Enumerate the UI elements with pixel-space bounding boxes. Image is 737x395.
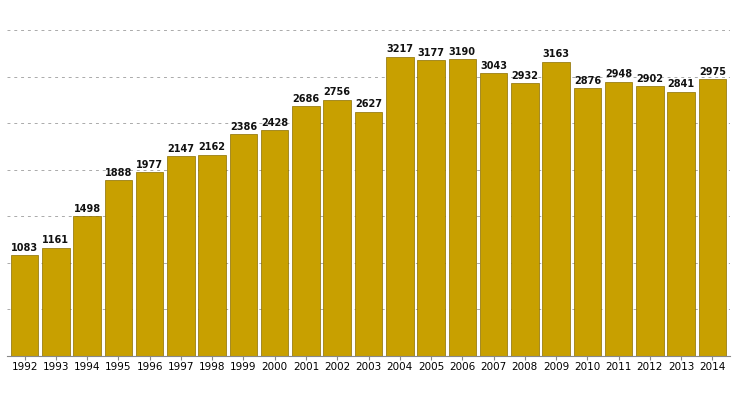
Text: 2147: 2147 (167, 144, 195, 154)
Text: 2932: 2932 (511, 71, 538, 81)
Bar (167, 156, 195, 356)
Bar (511, 83, 539, 356)
Text: 2876: 2876 (574, 76, 601, 86)
Text: 1888: 1888 (105, 168, 132, 178)
Text: 1977: 1977 (136, 160, 163, 169)
Bar (11, 255, 38, 356)
Text: 2975: 2975 (699, 67, 726, 77)
Text: 3190: 3190 (449, 47, 476, 57)
Bar (198, 155, 226, 356)
Bar (449, 59, 476, 356)
Bar (136, 172, 164, 356)
Text: 2756: 2756 (324, 87, 351, 97)
Bar (605, 82, 632, 356)
Bar (324, 100, 351, 356)
Bar (636, 86, 663, 356)
Bar (668, 92, 695, 356)
Text: 1498: 1498 (74, 204, 101, 214)
Bar (42, 248, 69, 356)
Text: 3177: 3177 (418, 48, 444, 58)
Bar (542, 62, 570, 356)
Bar (480, 73, 507, 356)
Text: 2902: 2902 (637, 73, 663, 84)
Text: 3217: 3217 (386, 44, 413, 55)
Bar (74, 216, 101, 356)
Text: 1083: 1083 (11, 243, 38, 252)
Text: 2948: 2948 (605, 70, 632, 79)
Text: 2841: 2841 (668, 79, 695, 89)
Bar (573, 88, 601, 356)
Bar (386, 57, 413, 356)
Text: 3163: 3163 (542, 49, 570, 59)
Bar (261, 130, 288, 356)
Text: 3043: 3043 (480, 60, 507, 71)
Text: 2386: 2386 (230, 122, 257, 132)
Bar (354, 111, 383, 356)
Bar (417, 60, 445, 356)
Bar (230, 134, 257, 356)
Text: 2686: 2686 (293, 94, 320, 104)
Text: 1161: 1161 (42, 235, 69, 245)
Bar (699, 79, 726, 356)
Text: 2162: 2162 (199, 142, 226, 152)
Bar (292, 106, 320, 356)
Text: 2627: 2627 (355, 99, 382, 109)
Text: 2428: 2428 (261, 118, 288, 128)
Bar (105, 180, 132, 356)
